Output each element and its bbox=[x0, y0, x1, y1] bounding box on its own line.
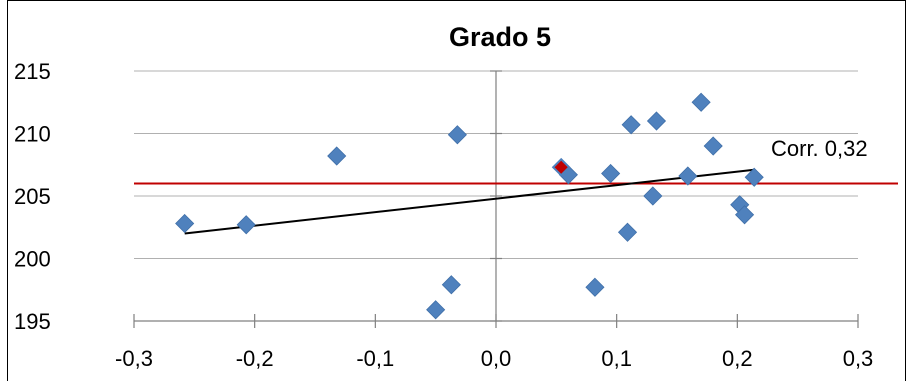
data-point bbox=[447, 125, 467, 145]
data-point bbox=[744, 167, 764, 187]
y-tick-label: 200 bbox=[14, 247, 51, 272]
data-point bbox=[643, 186, 663, 206]
data-point bbox=[678, 166, 698, 186]
y-tick-label: 215 bbox=[14, 59, 51, 84]
data-point bbox=[601, 163, 621, 184]
x-tick-label: 0,2 bbox=[722, 346, 753, 371]
data-point bbox=[426, 300, 446, 320]
x-tick-label: -0,2 bbox=[236, 346, 274, 371]
data-point bbox=[691, 92, 711, 112]
data-point bbox=[703, 136, 723, 156]
data-point bbox=[441, 275, 461, 295]
reference-lines bbox=[134, 168, 898, 235]
x-tick-label: 0,3 bbox=[843, 346, 874, 371]
data-point bbox=[585, 277, 605, 297]
data-point bbox=[327, 146, 347, 166]
y-tick-label: 205 bbox=[14, 184, 51, 209]
x-tick-label: 0,1 bbox=[601, 346, 632, 371]
data-points bbox=[175, 92, 764, 320]
x-tick-label: -0,3 bbox=[115, 346, 153, 371]
highlight-point bbox=[551, 157, 571, 177]
correlation-annotation: Corr. 0,32 bbox=[771, 136, 868, 161]
y-tick-label: 195 bbox=[14, 309, 51, 334]
y-tick-label: 210 bbox=[14, 122, 51, 147]
x-tick-label: 0,0 bbox=[481, 346, 512, 371]
trend-line bbox=[184, 168, 755, 235]
chart-frame: 215 210 205 200 195 -0,3 -0,2 -0,1 0,0 0,1 0,2 0,3 … bbox=[7, 0, 906, 381]
data-point bbox=[621, 115, 641, 135]
data-point bbox=[617, 222, 638, 242]
chart-title: Grado 5 bbox=[449, 22, 551, 52]
axes bbox=[133, 70, 859, 328]
tick-labels: 215 210 205 200 195 -0,3 -0,2 -0,1 0,0 0,1 0,2 0,3 bbox=[14, 59, 873, 371]
data-point bbox=[175, 213, 195, 234]
data-point bbox=[735, 205, 755, 225]
x-tick-label: -0,1 bbox=[356, 346, 394, 371]
data-point bbox=[236, 215, 256, 235]
data-point bbox=[646, 111, 667, 131]
